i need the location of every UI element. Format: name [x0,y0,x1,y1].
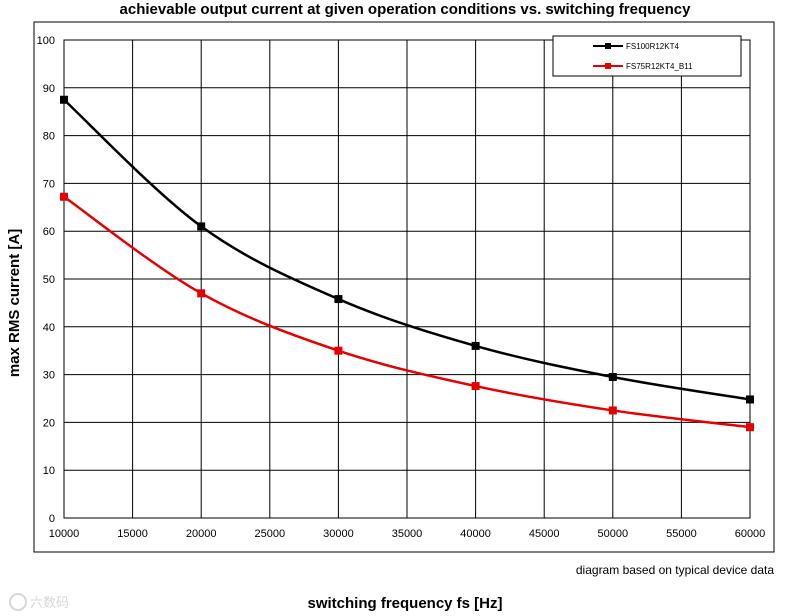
x-axis-title: switching frequency fs [Hz] [307,595,502,612]
data-point-fs75r12kt4-b11 [334,346,343,355]
x-tick-label: 30000 [323,528,354,540]
x-tick-label: 10000 [49,528,80,540]
y-tick-label: 100 [37,35,55,47]
y-tick-label: 60 [43,226,55,238]
legend-marker-fs100r12kt4 [605,43,611,49]
data-point-fs75r12kt4-b11 [60,192,68,201]
y-tick-label: 40 [43,322,55,334]
data-point-fs75r12kt4-b11 [746,423,754,432]
y-tick-label: 90 [43,83,55,95]
data-point-fs100r12kt4 [746,395,754,404]
data-point-fs100r12kt4 [197,222,206,231]
y-tick-label: 20 [43,417,55,429]
x-tick-label: 55000 [666,528,697,540]
y-tick-label: 80 [43,131,55,143]
legend-box [552,35,742,77]
x-tick-label: 60000 [735,528,766,540]
data-point-fs100r12kt4 [471,341,480,350]
watermark-text: 六数码 [30,596,69,611]
x-tick-labels: 10000 15000 20000 25000 30000 35000 40000 45000… [49,528,766,540]
y-tick-label: 50 [43,274,55,286]
data-point-fs75r12kt4-b11 [471,382,480,391]
series-line-fs75r12kt4-b11 [63,195,751,429]
plot-area [63,39,751,519]
x-tick-label: 40000 [460,528,491,540]
watermark: 六数码 [9,593,69,611]
x-tick-label: 50000 [598,528,629,540]
x-tick-label: 25000 [255,528,286,540]
y-axis-title: max RMS current [A] [6,229,23,377]
gridlines [63,39,751,519]
legend: FS100R12KT4 FS75R12KT4_B11 [552,35,742,77]
x-tick-label: 35000 [392,528,423,540]
y-tick-label: 30 [43,370,55,382]
diagram-note: diagram based on typical device data [576,563,774,577]
legend-label-fs75r12kt4-b11: FS75R12KT4_B11 [626,62,693,71]
chart-title: achievable output current at given opera… [120,1,692,18]
series-line-fs100r12kt4 [63,98,751,401]
y-tick-labels: 0 10 20 30 40 50 60 70 80 90 100 [37,35,55,525]
y-tick-label: 0 [49,513,55,525]
watermark-logo-icon [9,593,27,611]
series-layer [60,95,754,432]
y-tick-label: 70 [43,178,55,190]
x-tick-label: 20000 [186,528,217,540]
y-tick-label: 10 [43,465,55,477]
data-point-fs75r12kt4-b11 [197,289,206,298]
x-tick-label: 45000 [529,528,560,540]
legend-label-fs100r12kt4: FS100R12KT4 [626,42,679,51]
x-tick-label: 15000 [117,528,148,540]
data-point-fs100r12kt4 [608,372,617,381]
chart-frame [33,21,775,553]
data-point-fs100r12kt4 [334,295,343,304]
legend-marker-fs75r12kt4-b11 [605,63,611,69]
data-point-fs75r12kt4-b11 [608,406,617,415]
data-point-fs100r12kt4 [60,95,68,104]
